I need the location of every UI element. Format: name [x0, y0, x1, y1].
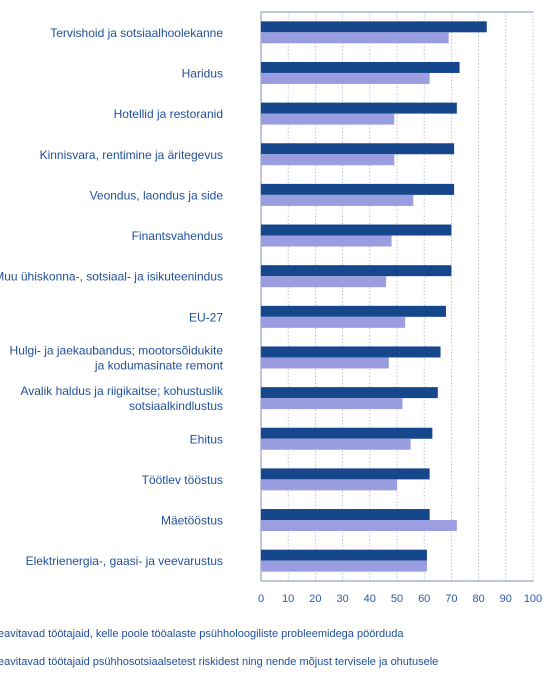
x-tick-label: 40: [364, 593, 376, 605]
x-tick-label: 100: [524, 593, 542, 605]
category-label: Tervishoid ja sotsiaalhoolekanne: [50, 26, 223, 40]
category-label: EU-27: [189, 310, 223, 324]
x-tick-label: 0: [258, 593, 264, 605]
bar-series-1: [261, 183, 455, 195]
bar-series-1: [261, 387, 438, 399]
bar-series-2: [261, 154, 395, 166]
bar-series-2: [261, 113, 395, 125]
category-label: Finantsvahendus: [132, 229, 223, 243]
category-label: sotsiaalkindlustus: [129, 399, 223, 413]
category-label: Mäetööstus: [161, 514, 223, 528]
bar-series-1: [261, 143, 455, 155]
bar-series-1: [261, 305, 446, 317]
bar-series-2: [261, 72, 430, 84]
x-tick-label: 50: [391, 593, 403, 605]
bar-series-1: [261, 427, 433, 439]
bar-series-2: [261, 276, 387, 288]
x-tick-label: 70: [445, 593, 457, 605]
bar-series-2: [261, 398, 403, 410]
category-label: Töötlev tööstus: [142, 473, 223, 487]
bar-series-2: [261, 357, 389, 369]
x-tick-label: 90: [500, 593, 512, 605]
bar-series-2: [261, 316, 406, 328]
category-label: Ehitus: [190, 432, 223, 446]
bar-series-1: [261, 509, 430, 521]
bar-series-1: [261, 468, 430, 480]
bar-series-2: [261, 235, 392, 247]
x-tick-label: 10: [282, 593, 294, 605]
bar-series-1: [261, 549, 427, 561]
category-label: Haridus: [182, 66, 223, 80]
category-label: Avalik haldus ja riigikaitse; kohustusli…: [20, 384, 224, 398]
category-label: Hulgi- ja jaekaubandus; mootorsõidukite: [10, 343, 224, 357]
bar-series-2: [261, 32, 449, 44]
category-label: Kinnisvara, rentimine ja äritegevus: [40, 148, 223, 162]
bar-series-1: [261, 102, 457, 114]
bar-series-1: [261, 224, 452, 236]
bar-series-1: [261, 21, 487, 33]
x-tick-label: 30: [336, 593, 348, 605]
x-tick-label: 60: [418, 593, 430, 605]
bar-series-1: [261, 346, 441, 358]
bar-series-1: [261, 265, 452, 277]
category-label: Elektrienergia-, gaasi- ja veevarustus: [26, 554, 223, 568]
category-label: ja kodumasinate remont: [94, 358, 224, 372]
bar-series-1: [261, 61, 460, 73]
legend-entry-series-1: eavitavad töötajaid, kelle poole tööalas…: [0, 628, 404, 640]
bar-series-2: [261, 560, 427, 572]
bar-series-2: [261, 479, 397, 491]
bar-series-2: [261, 194, 414, 206]
bar-series-2: [261, 438, 411, 450]
category-label: Veondus, laondus ja side: [90, 188, 224, 202]
category-label: Hotellid ja restoranid: [114, 107, 223, 121]
category-label: Muu ühiskonna-, sotsiaal- ja isikuteenin…: [0, 270, 223, 284]
x-tick-label: 80: [472, 593, 484, 605]
bar-series-2: [261, 520, 457, 532]
x-tick-label: 20: [309, 593, 321, 605]
legend-entry-series-2: eavitavad töötajaid psühhosotsiaalsetest…: [0, 656, 438, 668]
